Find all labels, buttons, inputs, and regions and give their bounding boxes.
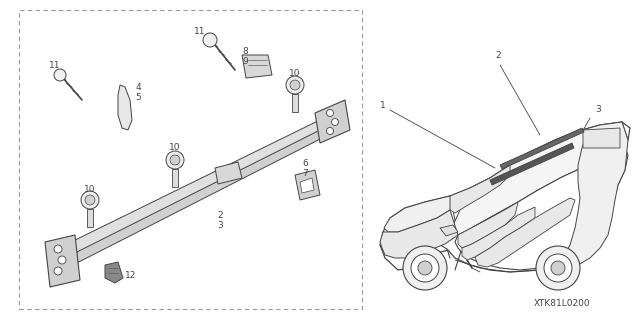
Polygon shape — [558, 122, 628, 265]
Text: 10: 10 — [84, 186, 96, 195]
Circle shape — [551, 261, 565, 275]
Text: 11: 11 — [195, 27, 205, 36]
Polygon shape — [118, 85, 132, 130]
Circle shape — [85, 195, 95, 205]
Text: 2: 2 — [495, 50, 501, 60]
Circle shape — [58, 256, 66, 264]
Circle shape — [290, 80, 300, 90]
Circle shape — [54, 69, 66, 81]
Polygon shape — [455, 148, 628, 270]
Circle shape — [170, 155, 180, 165]
Polygon shape — [384, 196, 450, 232]
Text: 11: 11 — [49, 61, 61, 70]
Polygon shape — [105, 262, 123, 283]
Text: 3: 3 — [595, 106, 601, 115]
Text: 5: 5 — [135, 93, 141, 101]
Polygon shape — [462, 207, 535, 260]
Polygon shape — [315, 100, 350, 143]
Text: 12: 12 — [125, 271, 136, 279]
Polygon shape — [447, 165, 510, 213]
Polygon shape — [475, 198, 575, 267]
Circle shape — [203, 33, 217, 47]
Circle shape — [54, 267, 62, 275]
Circle shape — [418, 261, 432, 275]
Text: 2: 2 — [217, 211, 223, 219]
Text: 9: 9 — [242, 57, 248, 66]
Circle shape — [81, 191, 99, 209]
Polygon shape — [450, 122, 628, 235]
Circle shape — [332, 118, 339, 125]
Text: 8: 8 — [242, 48, 248, 56]
Circle shape — [411, 254, 439, 282]
Circle shape — [54, 245, 62, 253]
Circle shape — [536, 246, 580, 290]
Polygon shape — [65, 125, 332, 268]
Polygon shape — [65, 115, 332, 258]
Text: 1: 1 — [380, 100, 386, 109]
Polygon shape — [380, 122, 630, 272]
Text: 3: 3 — [217, 220, 223, 229]
Polygon shape — [458, 202, 518, 248]
Circle shape — [326, 128, 333, 135]
Polygon shape — [87, 209, 93, 227]
Text: 4: 4 — [135, 84, 141, 93]
Circle shape — [403, 246, 447, 290]
Polygon shape — [380, 210, 458, 258]
Polygon shape — [295, 170, 320, 200]
Polygon shape — [490, 143, 574, 185]
Polygon shape — [215, 162, 242, 184]
Text: XTK81L0200: XTK81L0200 — [534, 299, 590, 308]
Bar — [19, 10, 362, 309]
Text: 10: 10 — [169, 144, 180, 152]
Polygon shape — [500, 128, 584, 169]
Text: 6: 6 — [302, 159, 308, 167]
Polygon shape — [45, 235, 80, 287]
Polygon shape — [583, 128, 620, 148]
Polygon shape — [440, 225, 458, 236]
Polygon shape — [242, 55, 272, 78]
Polygon shape — [172, 169, 178, 187]
Circle shape — [286, 76, 304, 94]
Text: 10: 10 — [289, 70, 301, 78]
Circle shape — [326, 109, 333, 116]
Polygon shape — [292, 94, 298, 112]
Text: 7: 7 — [302, 168, 308, 177]
Circle shape — [544, 254, 572, 282]
Circle shape — [166, 151, 184, 169]
Polygon shape — [300, 178, 314, 193]
